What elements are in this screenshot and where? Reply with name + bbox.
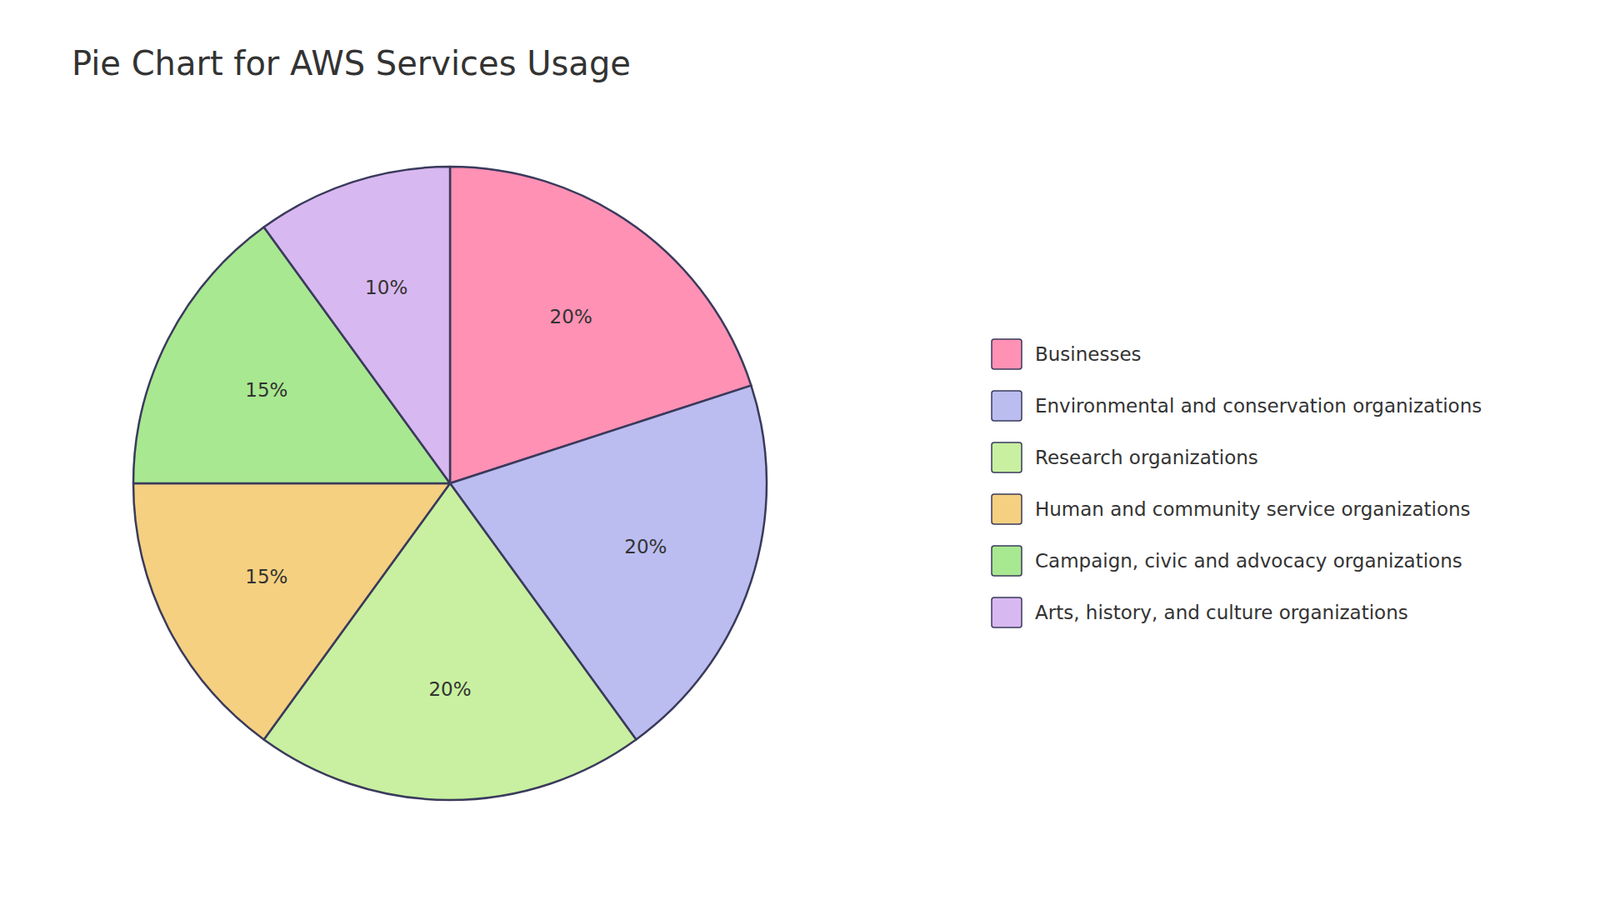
legend-label: Businesses bbox=[1035, 343, 1142, 365]
chart-container: Pie Chart for AWS Services Usage20%20%20… bbox=[0, 0, 1600, 900]
legend-swatch bbox=[991, 545, 1022, 576]
slice bbox=[133, 483, 450, 740]
legend-label: Campaign, civic and advocacy organizatio… bbox=[1035, 550, 1463, 572]
legend-label: Research organizations bbox=[1035, 446, 1259, 469]
legend-swatch bbox=[991, 339, 1022, 370]
legend-swatch bbox=[991, 597, 1022, 628]
data-label: 20% bbox=[624, 535, 667, 558]
data-labels: 20% 20% 20% 15% 15% 10% bbox=[245, 276, 667, 700]
data-label: 15% bbox=[245, 565, 288, 588]
legend-label: Human and community service organization… bbox=[1035, 498, 1471, 520]
legend-swatch bbox=[991, 390, 1022, 421]
title: Pie Chart for AWS Services Usage bbox=[71, 44, 631, 83]
slices bbox=[133, 166, 767, 800]
data-label: 20% bbox=[550, 305, 593, 328]
legend-label: Arts, history, and culture organizations bbox=[1035, 601, 1409, 624]
legend-label: Environmental and conservation organizat… bbox=[1035, 395, 1482, 417]
data-label: 20% bbox=[428, 678, 471, 700]
chart: Pie Chart for AWS Services Usage20%20%20… bbox=[0, 0, 1600, 900]
legend-swatch bbox=[991, 442, 1022, 473]
data-label: 15% bbox=[245, 379, 288, 401]
legend: Businesses Environmental and conservation… bbox=[991, 339, 1482, 628]
slice bbox=[264, 166, 450, 484]
data-label: 10% bbox=[365, 276, 408, 299]
legend-swatch bbox=[991, 494, 1022, 525]
